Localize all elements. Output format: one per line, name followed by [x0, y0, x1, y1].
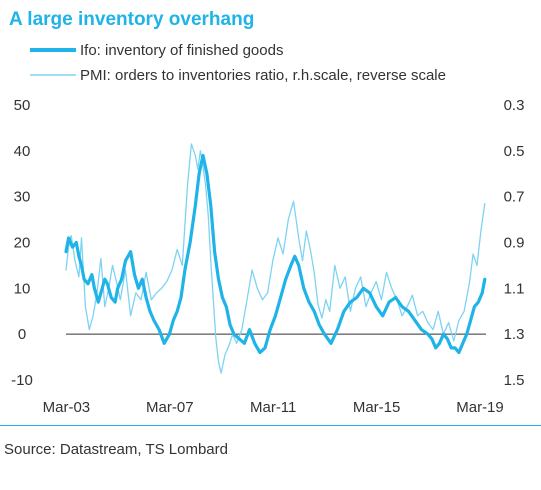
divider-line	[0, 425, 541, 426]
right-axis-tick-label: 0.3	[504, 97, 525, 114]
left-axis-tick-label: 10	[14, 280, 31, 297]
left-axis-tick-label: 30	[14, 189, 31, 206]
chart-title: A large inventory overhang	[9, 9, 255, 30]
left-axis-tick-label: 20	[14, 235, 31, 252]
x-axis-tick-label: Mar-19	[456, 399, 504, 416]
legend-swatch-pmi	[30, 74, 76, 76]
chart-plot-area: 50 40 30 20 10 0 -10 0.3 0.5 0.7 0.9 1.1 1.3 1.5 Mar-0…	[11, 97, 525, 416]
legend-swatch-ifo	[30, 48, 76, 52]
left-axis-tick-label: 50	[14, 97, 31, 114]
legend-label-pmi: PMI: orders to inventories ratio, r.h.sc…	[80, 66, 446, 84]
source-note: Source: Datastream, TS Lombard	[4, 441, 228, 458]
x-axis-tick-label: Mar-15	[353, 399, 401, 416]
x-axis-tick-label: Mar-03	[43, 399, 91, 416]
legend-label-ifo: Ifo: inventory of finished goods	[80, 41, 284, 59]
right-axis-tick-label: 1.1	[504, 280, 525, 297]
x-axis-tick-label: Mar-11	[250, 399, 296, 416]
series-line-ifo	[64, 153, 487, 355]
right-axis-tick-label: 1.3	[504, 326, 525, 343]
right-axis-tick-label: 1.5	[504, 372, 525, 389]
legend-item-pmi: PMI: orders to inventories ratio, r.h.sc…	[30, 65, 446, 85]
left-axis-tick-label: 40	[14, 143, 31, 160]
right-axis-tick-label: 0.7	[504, 189, 525, 206]
x-axis-tick-label: Mar-07	[146, 399, 194, 416]
right-axis-tick-label: 0.9	[504, 235, 525, 252]
left-axis-tick-label: -10	[11, 372, 33, 389]
left-axis-tick-label: 0	[18, 326, 26, 343]
series-line-pmi	[65, 143, 486, 374]
right-axis-tick-label: 0.5	[504, 143, 525, 160]
legend-item-ifo: Ifo: inventory of finished goods	[30, 40, 283, 60]
